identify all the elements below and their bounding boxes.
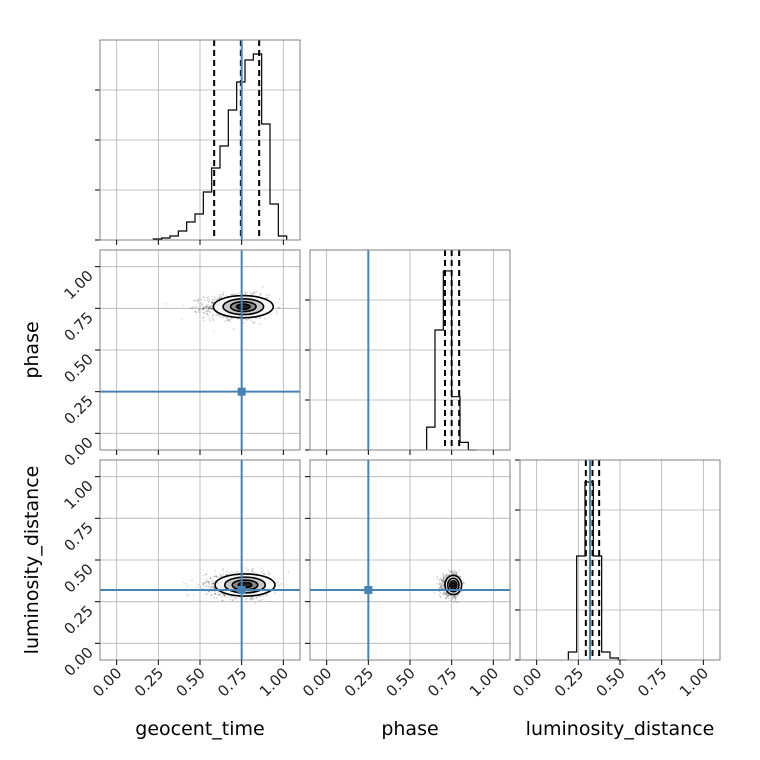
x-tick-label: 0.75 xyxy=(424,664,460,700)
y-tick-label: 0.25 xyxy=(60,392,96,428)
contour-level xyxy=(235,303,251,311)
x-tick-label: 0.00 xyxy=(89,664,125,700)
gridlines xyxy=(310,250,510,450)
scatter-panel-geocent_time-phase xyxy=(99,249,301,451)
y-tick-label: 0.50 xyxy=(60,350,96,386)
y-tick-label: 0.00 xyxy=(60,433,96,469)
x-tick-label: 1.00 xyxy=(256,664,292,700)
y-tick-label: 0.00 xyxy=(60,643,96,679)
histogram-panel-luminosity_distance xyxy=(515,459,721,661)
x-axis-label-geocent_time: geocent_time xyxy=(135,718,264,740)
gridlines xyxy=(520,460,720,660)
y-axis-label-luminosity_distance: luminosity_distance xyxy=(21,466,43,655)
histogram-panel-geocent_time xyxy=(95,39,301,241)
x-tick-label: 0.75 xyxy=(634,664,670,700)
truth-marker xyxy=(237,387,246,396)
x-axis-label-luminosity_distance: luminosity_distance xyxy=(526,718,715,740)
histogram-panel-phase xyxy=(305,249,511,451)
gridlines xyxy=(310,460,510,660)
histogram-geocent_time xyxy=(152,53,288,240)
x-tick-label: 1.00 xyxy=(466,664,502,700)
x-tick-label: 0.25 xyxy=(341,664,377,700)
y-tick-label: 1.00 xyxy=(60,267,96,303)
gridlines xyxy=(100,460,300,660)
x-tick-label: 0.50 xyxy=(382,664,418,700)
x-tick-label: 0.25 xyxy=(551,664,587,700)
y-axis-label-phase: phase xyxy=(21,321,43,378)
y-tick-label: 0.75 xyxy=(60,518,96,554)
truth-marker xyxy=(364,586,373,594)
x-tick-label: 0.00 xyxy=(509,664,545,700)
truth-marker xyxy=(237,586,246,594)
histogram-luminosity_distance xyxy=(567,481,627,661)
scatter-panel-geocent_time-luminosity_distance xyxy=(99,459,301,661)
x-axis-label-phase: phase xyxy=(381,718,438,740)
x-tick-label: 0.50 xyxy=(592,664,628,700)
x-tick-label: 0.25 xyxy=(131,664,167,700)
scatter-panel-phase-luminosity_distance xyxy=(309,459,511,661)
x-tick-label: 1.00 xyxy=(676,664,712,700)
x-tick-label: 0.75 xyxy=(214,664,250,700)
y-tick-label: 0.25 xyxy=(60,602,96,638)
y-tick-label: 0.75 xyxy=(60,308,96,344)
gridlines xyxy=(100,250,300,450)
y-tick-label: 0.50 xyxy=(60,560,96,596)
contour-level xyxy=(450,581,457,589)
x-tick-label: 0.50 xyxy=(172,664,208,700)
x-tick-label: 0.00 xyxy=(299,664,335,700)
y-tick-label: 1.00 xyxy=(60,477,96,513)
